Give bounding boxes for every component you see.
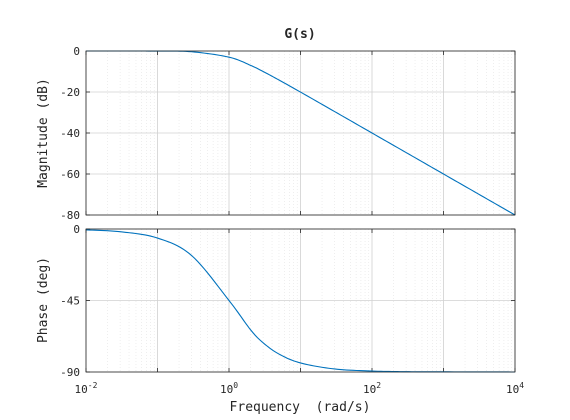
phase-y-axis-label: Phase (deg) bbox=[36, 257, 51, 343]
phase-y-tick-label: -45 bbox=[60, 295, 80, 308]
magnitude-y-tick-label: -40 bbox=[60, 127, 80, 140]
x-tick-label: 10-2 bbox=[75, 381, 98, 396]
magnitude-y-axis-label: Magnitude (dB) bbox=[36, 78, 51, 188]
phase-y-tick-labels: 0 -45 -90 bbox=[60, 223, 80, 379]
phase-panel: 0 -45 -90 Phase (deg) bbox=[36, 223, 516, 379]
phase-y-tick-label: -90 bbox=[60, 366, 80, 379]
magnitude-y-tick-labels: 0 -20 -40 -60 -80 bbox=[60, 45, 80, 222]
magnitude-y-tick-label: -60 bbox=[60, 168, 80, 181]
x-axis-label: Frequency (rad/s) bbox=[230, 400, 371, 415]
magnitude-panel: 0 -20 -40 -60 -80 Magnitude (dB) bbox=[36, 45, 516, 222]
magnitude-y-tick-label: -80 bbox=[60, 209, 80, 222]
phase-y-tick-label: 0 bbox=[73, 223, 80, 236]
x-tick-label: 104 bbox=[506, 381, 524, 396]
x-tick-label: 100 bbox=[220, 381, 238, 396]
magnitude-axes-box bbox=[85, 50, 516, 216]
x-tick-label: 102 bbox=[363, 381, 381, 396]
chart-title: G(s) bbox=[284, 27, 315, 42]
phase-axes-box bbox=[85, 228, 516, 373]
magnitude-y-tick-label: -20 bbox=[60, 86, 80, 99]
x-tick-labels: 10-2 100 102 104 bbox=[75, 381, 525, 396]
magnitude-y-tick-label: 0 bbox=[73, 45, 80, 58]
